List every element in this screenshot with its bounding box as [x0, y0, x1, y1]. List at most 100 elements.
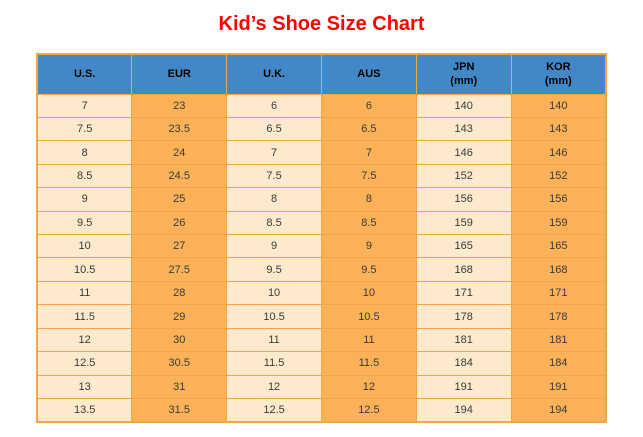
- table-cell: 146: [415, 140, 512, 165]
- table-cell: 24: [131, 140, 228, 165]
- table-cell: 7: [36, 93, 133, 118]
- table-cell: 28: [131, 280, 228, 306]
- header-label: U.S.: [73, 68, 96, 81]
- header-cell-kor: KOR (mm): [510, 53, 607, 95]
- table-cell: 165: [415, 234, 512, 259]
- table-row: 9 25 8 8 156 156: [36, 187, 607, 212]
- table-cell: 194: [415, 397, 512, 423]
- table-cell: 27.5: [131, 257, 228, 282]
- header-sublabel: (mm): [450, 75, 478, 88]
- header-label: JPN: [453, 61, 475, 74]
- table-cell: 146: [510, 140, 607, 165]
- header-sublabel: (mm): [544, 75, 572, 88]
- table-row: 12.5 30.5 11.5 11.5 184 184: [36, 351, 607, 376]
- table-row: 11.5 29 10.5 10.5 178 178: [36, 304, 607, 329]
- table-cell: 168: [510, 257, 607, 282]
- table-cell: 152: [510, 163, 607, 189]
- table-cell: 31.5: [131, 397, 228, 423]
- table-row: 11 28 10 10 171 171: [36, 280, 607, 306]
- table-cell: 168: [415, 257, 512, 282]
- table-row: 10.5 27.5 9.5 9.5 168 168: [36, 257, 607, 282]
- table-cell: 181: [415, 327, 512, 353]
- table-cell: 10: [226, 280, 322, 306]
- table-cell: 156: [510, 187, 607, 212]
- table-cell: 11: [36, 280, 133, 306]
- table-cell: 6: [226, 93, 322, 118]
- table-cell: 171: [510, 280, 607, 306]
- table-cell: 13.5: [36, 397, 133, 423]
- table-cell: 7: [320, 140, 417, 165]
- table-cell: 152: [415, 163, 512, 189]
- table-row: 13.5 31.5 12.5 12.5 194 194: [36, 397, 607, 423]
- table-cell: 8: [36, 140, 133, 165]
- table-cell: 8.5: [36, 163, 133, 189]
- table-cell: 31: [131, 374, 228, 399]
- header-label: EUR: [167, 68, 191, 81]
- table-cell: 7.5: [320, 163, 417, 189]
- table-row: 7 23 6 6 140 140: [36, 93, 607, 118]
- table-cell: 181: [510, 327, 607, 353]
- table-cell: 7.5: [226, 163, 322, 189]
- table-cell: 9.5: [226, 257, 322, 282]
- table-cell: 191: [415, 374, 512, 399]
- header-cell-aus: AUS: [320, 53, 417, 95]
- table-row: 9.5 26 8.5 8.5 159 159: [36, 210, 607, 236]
- header-cell-uk: U.K.: [226, 53, 322, 95]
- table-cell: 29: [131, 304, 228, 329]
- table-cell: 12.5: [226, 397, 322, 423]
- table-cell: 26: [131, 210, 228, 236]
- table-row: 7.5 23.5 6.5 6.5 143 143: [36, 116, 607, 142]
- table-row: 10 27 9 9 165 165: [36, 234, 607, 259]
- header-label: KOR: [546, 61, 571, 74]
- table-cell: 11.5: [320, 351, 417, 376]
- shoe-size-table: U.S. EUR U.K. AUS JPN (mm): [36, 53, 607, 423]
- table-cell: 11.5: [36, 304, 133, 329]
- table-cell: 191: [510, 374, 607, 399]
- table-cell: 178: [415, 304, 512, 329]
- table-cell: 6.5: [320, 116, 417, 142]
- table-cell: 11: [226, 327, 322, 353]
- header-cell-jpn: JPN (mm): [415, 53, 512, 95]
- header-row: U.S. EUR U.K. AUS JPN (mm): [36, 53, 607, 95]
- table-row: 8 24 7 7 146 146: [36, 140, 607, 165]
- table-cell: 25: [131, 187, 228, 212]
- table-cell: 12: [320, 374, 417, 399]
- table-cell: 12.5: [36, 351, 133, 376]
- table-cell: 8.5: [320, 210, 417, 236]
- table-cell: 13: [36, 374, 133, 399]
- table-cell: 10.5: [36, 257, 133, 282]
- table-cell: 184: [510, 351, 607, 376]
- table-cell: 8: [226, 187, 322, 212]
- table-cell: 143: [510, 116, 607, 142]
- table-cell: 143: [415, 116, 512, 142]
- table-cell: 23.5: [131, 116, 228, 142]
- table-cell: 23: [131, 93, 228, 118]
- table-cell: 140: [510, 93, 607, 118]
- table-cell: 10.5: [226, 304, 322, 329]
- header-cell-us: U.S.: [36, 53, 133, 95]
- table-cell: 12: [36, 327, 133, 353]
- table-cell: 30: [131, 327, 228, 353]
- table-cell: 11.5: [226, 351, 322, 376]
- table-cell: 171: [415, 280, 512, 306]
- table-cell: 30.5: [131, 351, 228, 376]
- table-cell: 27: [131, 234, 228, 259]
- header-label: U.K.: [263, 68, 286, 81]
- table-cell: 9.5: [36, 210, 133, 236]
- table-cell: 6: [320, 93, 417, 118]
- table-cell: 12.5: [320, 397, 417, 423]
- table-cell: 159: [415, 210, 512, 236]
- header-label: AUS: [357, 68, 381, 81]
- table-cell: 194: [510, 397, 607, 423]
- table-cell: 9: [226, 234, 322, 259]
- table-cell: 7.5: [36, 116, 133, 142]
- table-cell: 12: [226, 374, 322, 399]
- table-cell: 9.5: [320, 257, 417, 282]
- table-cell: 156: [415, 187, 512, 212]
- table-cell: 178: [510, 304, 607, 329]
- table-cell: 140: [415, 93, 512, 118]
- table-cell: 10.5: [320, 304, 417, 329]
- table-cell: 165: [510, 234, 607, 259]
- table-cell: 24.5: [131, 163, 228, 189]
